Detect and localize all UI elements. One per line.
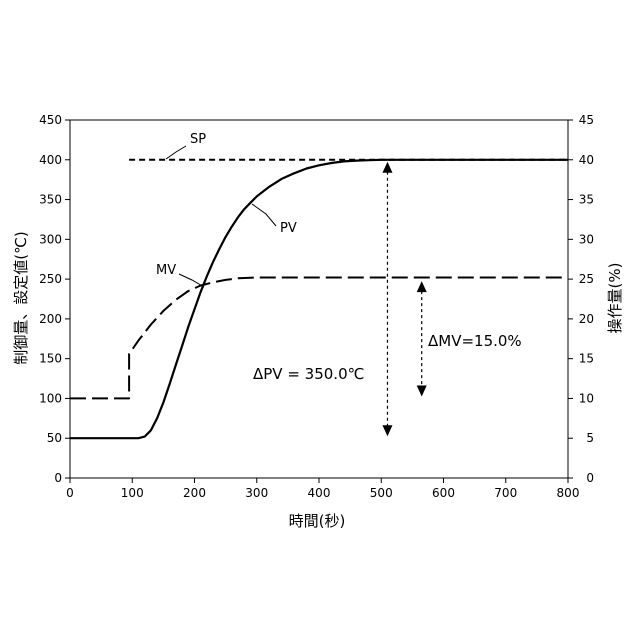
x-tick-label: 0 [66, 486, 74, 500]
y-right-tick-label: 25 [579, 272, 594, 286]
series-sp-label: SP [190, 132, 206, 147]
y-right-tick-label: 20 [579, 312, 594, 326]
x-tick-label: 300 [245, 486, 268, 500]
y-left-tick-label: 400 [39, 153, 62, 167]
y-axis-title-right: 操作量(%) [606, 263, 624, 334]
x-tick-label: 700 [494, 486, 517, 500]
y-left-tick-label: 150 [39, 352, 62, 366]
y-right-tick-label: 40 [579, 153, 594, 167]
series-mv-label: MV [156, 263, 176, 278]
y-left-tick-label: 300 [39, 232, 62, 246]
y-right-tick-label: 10 [579, 391, 594, 405]
x-tick-label: 200 [183, 486, 206, 500]
annotation-pv-label: ΔPV = 350.0℃ [253, 365, 364, 383]
x-tick-label: 500 [370, 486, 393, 500]
y-right-tick-label: 0 [586, 471, 594, 485]
y-left-tick-label: 50 [47, 431, 62, 445]
y-right-tick-label: 30 [579, 232, 594, 246]
y-right-tick-label: 15 [579, 352, 594, 366]
y-right-tick-label: 35 [579, 193, 594, 207]
x-tick-label: 100 [121, 486, 144, 500]
y-axis-title-left: 制御量、設定値(℃) [12, 231, 30, 365]
x-tick-label: 400 [308, 486, 331, 500]
y-right-tick-label: 45 [579, 113, 594, 127]
y-left-tick-label: 450 [39, 113, 62, 127]
y-left-tick-label: 0 [54, 471, 62, 485]
y-left-tick-label: 100 [39, 391, 62, 405]
y-left-tick-label: 350 [39, 193, 62, 207]
x-tick-label: 600 [432, 486, 455, 500]
x-tick-label: 800 [557, 486, 580, 500]
y-left-tick-label: 200 [39, 312, 62, 326]
series-pv-label: PV [280, 221, 297, 236]
y-left-tick-label: 250 [39, 272, 62, 286]
annotation-mv-label: ΔMV=15.0% [428, 332, 522, 350]
x-axis-title: 時間(秒) [289, 512, 346, 530]
y-right-tick-label: 5 [586, 431, 594, 445]
